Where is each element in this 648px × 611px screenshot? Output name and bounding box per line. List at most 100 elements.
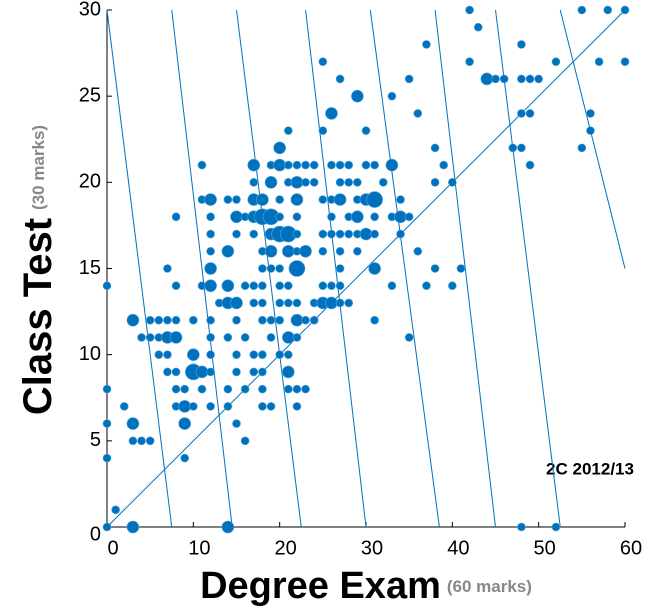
point [258,384,267,394]
point [258,367,267,377]
point [178,400,191,413]
point [448,281,457,291]
point [163,264,172,273]
point [508,143,518,153]
point [163,315,172,325]
point [275,298,284,308]
point [551,57,561,67]
point [309,160,319,170]
point [327,212,336,222]
point [353,246,362,256]
point [318,57,328,67]
x-label-note: (60 marks) [447,577,532,596]
point [366,191,383,208]
point [448,178,457,187]
y-tick-label: 0 [90,523,101,545]
point [283,160,293,170]
point [620,5,630,15]
point [258,298,267,308]
point [525,160,535,170]
point [206,246,215,256]
reference-line [106,9,173,528]
point [335,298,345,308]
point [102,453,112,463]
point [318,229,328,239]
point [370,212,379,222]
point [394,210,407,224]
point [301,384,310,394]
point [273,158,286,172]
point [290,313,304,327]
point [189,315,198,325]
point [206,350,215,359]
point [577,143,587,153]
point [292,402,302,411]
point [517,74,526,84]
point [283,350,293,359]
point [258,264,267,273]
point [256,193,269,206]
point [344,160,354,170]
point [344,229,354,239]
point [223,195,233,204]
point [491,74,500,84]
point [361,126,371,135]
reference-line [305,9,367,528]
point [197,384,207,394]
x-tick-label: 10 [188,537,210,559]
point [292,298,302,308]
point [266,264,276,273]
point [456,264,466,273]
point [301,160,310,170]
point [221,244,235,258]
point [266,402,276,411]
point [292,229,302,239]
point [292,212,302,222]
point [413,246,423,256]
point [119,402,129,411]
point [309,315,319,325]
point [430,143,440,153]
point [180,453,189,463]
x-tick-label: 60 [620,537,642,559]
point [327,160,336,170]
point [335,229,345,239]
point [258,281,267,291]
point [378,178,388,187]
point [258,402,267,411]
point [240,436,250,446]
point [387,281,397,291]
point [422,40,431,49]
point [517,143,526,153]
point [230,296,243,310]
point [517,109,526,118]
y-axis-label: Class Test (30 marks) [16,125,60,415]
x-label-main: Degree Exam [200,565,441,607]
point [249,298,259,308]
y-tick-label: 15 [79,257,101,279]
point [171,315,181,325]
point [249,350,259,359]
point [370,160,379,170]
point [301,315,310,325]
point [206,212,215,222]
point [102,419,112,428]
point [275,195,284,204]
point [299,244,312,258]
point [111,505,120,515]
point [603,5,613,15]
point [232,367,241,377]
point [281,331,295,344]
point [171,384,181,394]
point [292,384,302,394]
point [586,109,595,118]
point [335,281,345,291]
point [292,333,302,342]
point [359,227,373,241]
point [258,350,267,359]
point [187,348,200,361]
point [137,333,146,342]
point [290,176,304,189]
point [351,210,364,224]
